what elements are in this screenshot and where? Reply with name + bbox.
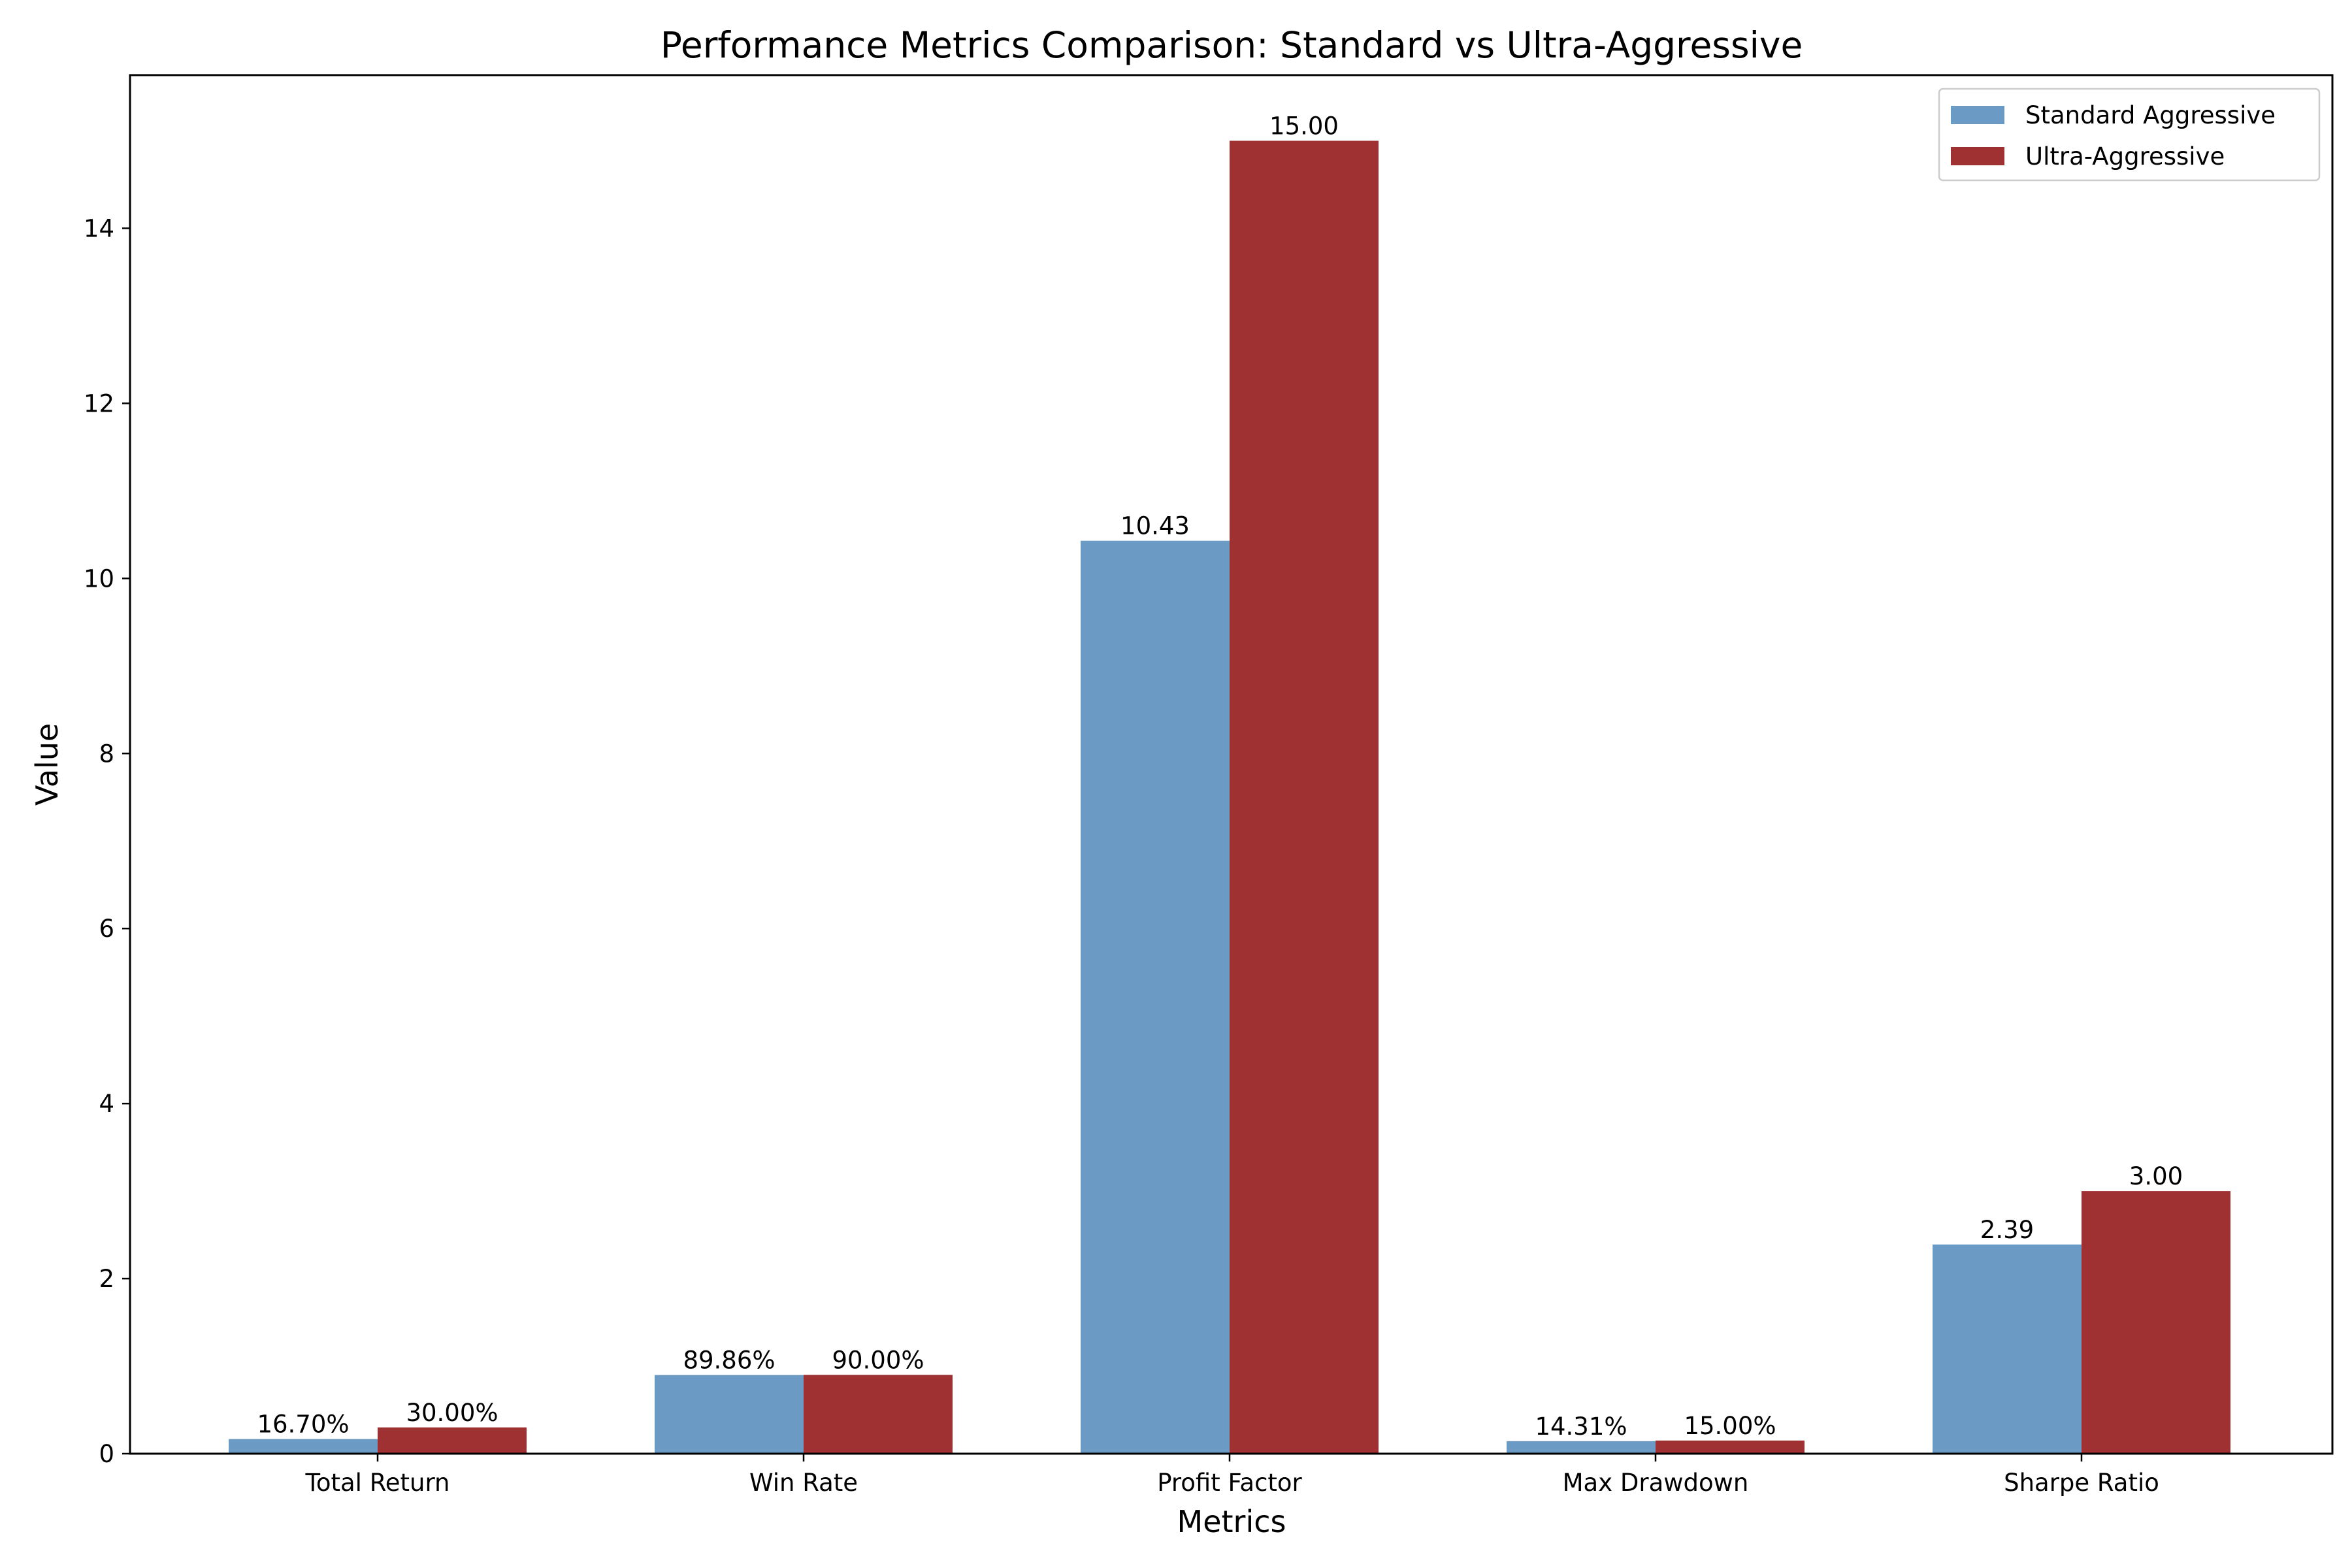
- bar-value-label: 14.31%: [1535, 1413, 1627, 1441]
- y-tick-label: 8: [99, 740, 114, 768]
- bar-value-label: 90.00%: [832, 1346, 924, 1374]
- bar-standard-aggressive-3: [1507, 1441, 1656, 1454]
- axes-frame: [129, 74, 2334, 1455]
- legend-label: Ultra-Aggressive: [2025, 142, 2225, 171]
- y-tick-label: 0: [99, 1440, 114, 1468]
- x-tick-label: Win Rate: [749, 1469, 858, 1497]
- bar-value-label: 89.86%: [683, 1347, 775, 1375]
- bar-ultra-aggressive-2: [1230, 140, 1379, 1454]
- bar-ultra-aggressive-1: [804, 1375, 953, 1454]
- chart-title: Performance Metrics Comparison: Standard…: [661, 24, 1803, 66]
- x-tick-label: Total Return: [305, 1469, 450, 1497]
- legend: Standard Aggressive Ultra-Aggressive: [1938, 88, 2321, 182]
- plot-area: 16.70% 89.86% 10.43 14.31% 2.39 30.00% 90.00% 1…: [84, 74, 2334, 1497]
- x-tick-label: Max Drawdown: [1563, 1469, 1749, 1497]
- legend-swatch: [1951, 147, 2004, 165]
- y-tick-label: 14: [84, 214, 114, 242]
- bar-ultra-aggressive-3: [1656, 1440, 1805, 1454]
- y-axis-title: Value: [29, 723, 65, 806]
- legend-label: Standard Aggressive: [2025, 101, 2276, 129]
- x-axis-title: Metrics: [1177, 1504, 1286, 1539]
- bar-ultra-aggressive-4: [2082, 1191, 2230, 1454]
- x-tick-label: Profit Factor: [1157, 1469, 1302, 1497]
- bar-value-label: 15.00%: [1684, 1412, 1776, 1440]
- legend-frame: [1938, 88, 2321, 182]
- y-tick-label: 6: [99, 915, 114, 943]
- x-tick-label: Sharpe Ratio: [2004, 1469, 2159, 1497]
- legend-swatch: [1951, 106, 2004, 124]
- bar-value-label: 30.00%: [406, 1399, 498, 1427]
- bar-value-label: 10.43: [1120, 512, 1190, 540]
- bar-ultra-aggressive-0: [378, 1427, 527, 1454]
- bar-value-label: 15.00: [1269, 112, 1339, 140]
- y-tick-label: 4: [99, 1090, 114, 1118]
- y-tick-label: 12: [84, 389, 114, 417]
- bar-value-label: 16.70%: [257, 1411, 349, 1439]
- bar-value-label: 2.39: [1980, 1216, 2034, 1244]
- bar-standard-aggressive-2: [1081, 540, 1230, 1454]
- bar-standard-aggressive-0: [229, 1439, 378, 1454]
- bar-value-label: 3.00: [2129, 1162, 2183, 1190]
- bar-standard-aggressive-4: [1933, 1244, 2082, 1454]
- y-tick-label: 10: [84, 564, 114, 593]
- y-tick-label: 2: [99, 1265, 114, 1293]
- bar-standard-aggressive-1: [655, 1375, 804, 1454]
